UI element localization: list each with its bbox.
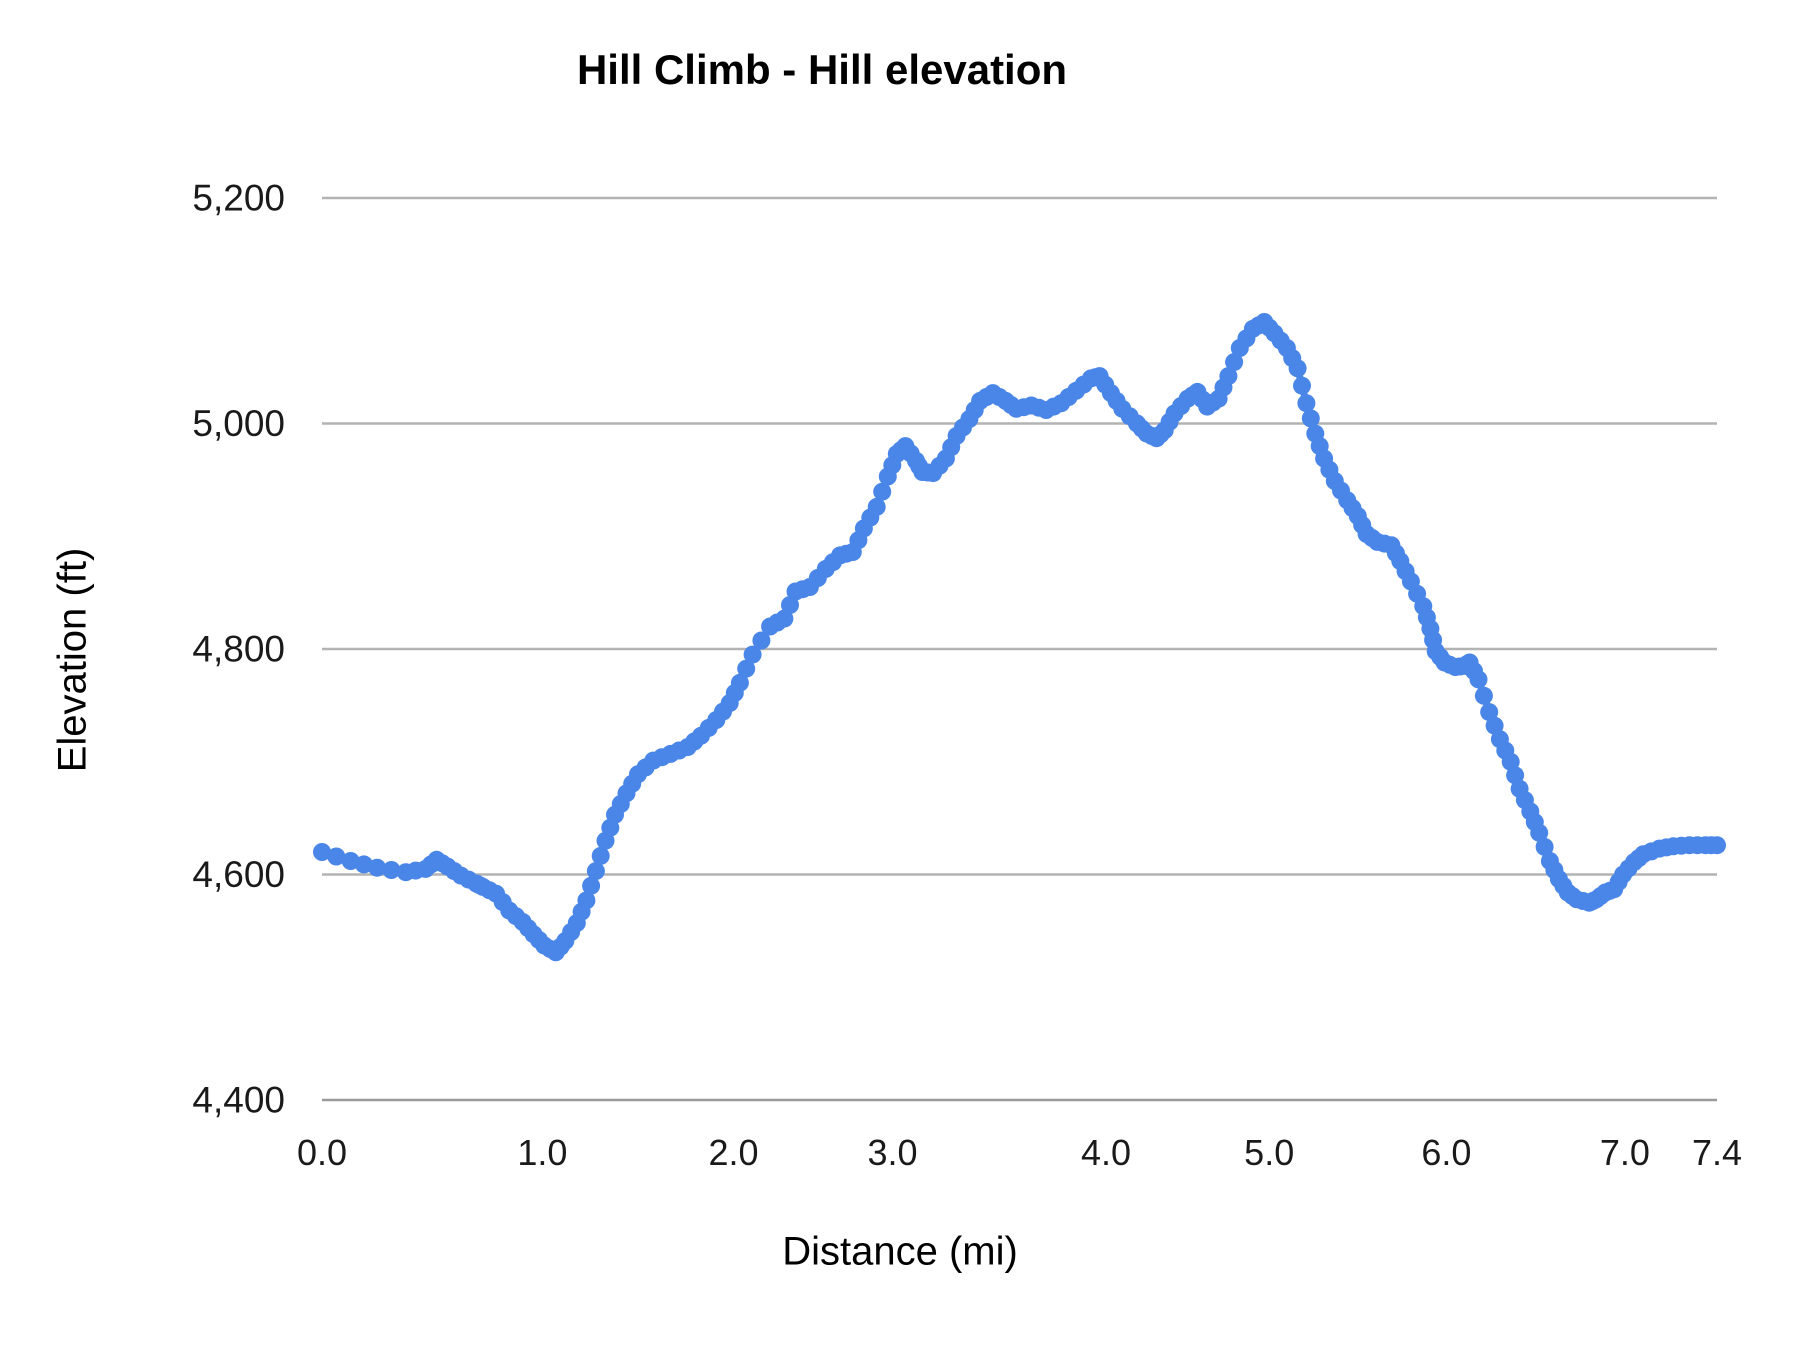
- data-point-marker: [1225, 353, 1244, 372]
- data-point-marker: [313, 843, 331, 861]
- x-tick-label: 3.0: [868, 1132, 918, 1173]
- data-point-marker: [591, 846, 610, 865]
- elevation-points: [313, 313, 1726, 962]
- data-point-marker: [1474, 686, 1493, 705]
- x-tick-label: 0.0: [297, 1132, 347, 1173]
- data-point-marker: [577, 891, 596, 910]
- y-tick-label: 5,000: [192, 403, 285, 444]
- y-tick-label: 5,200: [192, 178, 285, 219]
- x-tick-label: 6.0: [1421, 1132, 1471, 1173]
- data-point-marker: [1480, 703, 1499, 722]
- data-point-marker: [743, 645, 762, 664]
- data-point-marker: [1501, 752, 1520, 771]
- data-point-marker: [781, 596, 799, 614]
- data-point-marker: [582, 876, 601, 895]
- data-point-marker: [327, 847, 346, 866]
- y-tick-label: 4,600: [192, 854, 285, 895]
- data-point-marker: [586, 862, 605, 881]
- data-point-marker: [775, 609, 794, 628]
- data-point-marker: [1297, 394, 1316, 413]
- x-tick-label: 4.0: [1081, 1132, 1131, 1173]
- data-point-marker: [368, 858, 387, 877]
- data-point-marker: [1288, 359, 1307, 378]
- x-tick-label: 5.0: [1244, 1132, 1294, 1173]
- x-tick-label: 2.0: [709, 1132, 759, 1173]
- data-point-marker: [730, 673, 749, 692]
- x-tick-label: 1.0: [517, 1132, 567, 1173]
- data-point-marker: [1469, 670, 1488, 689]
- data-point-marker: [1485, 716, 1504, 735]
- data-point-marker: [1293, 376, 1311, 395]
- x-tick-label: 7.4: [1692, 1132, 1742, 1173]
- data-point-marker: [1301, 409, 1320, 428]
- x-tick-label: 7.0: [1600, 1132, 1650, 1173]
- y-tick-label: 4,400: [192, 1080, 285, 1121]
- data-point-marker: [873, 482, 892, 501]
- x-axis-title: Distance (mi): [782, 1229, 1018, 1274]
- data-point-marker: [737, 659, 756, 678]
- y-tick-label: 4,800: [192, 629, 285, 670]
- data-point-marker: [1535, 837, 1554, 856]
- chart-title: Hill Climb - Hill elevation: [576, 46, 1068, 93]
- data-point-marker: [382, 861, 401, 879]
- data-point-marker: [1708, 836, 1726, 855]
- y-axis-title: Elevation (ft): [50, 547, 95, 773]
- data-point-marker: [752, 631, 771, 650]
- data-point-marker: [1530, 823, 1549, 842]
- data-point-marker: [1219, 367, 1238, 386]
- data-point-marker: [867, 497, 886, 516]
